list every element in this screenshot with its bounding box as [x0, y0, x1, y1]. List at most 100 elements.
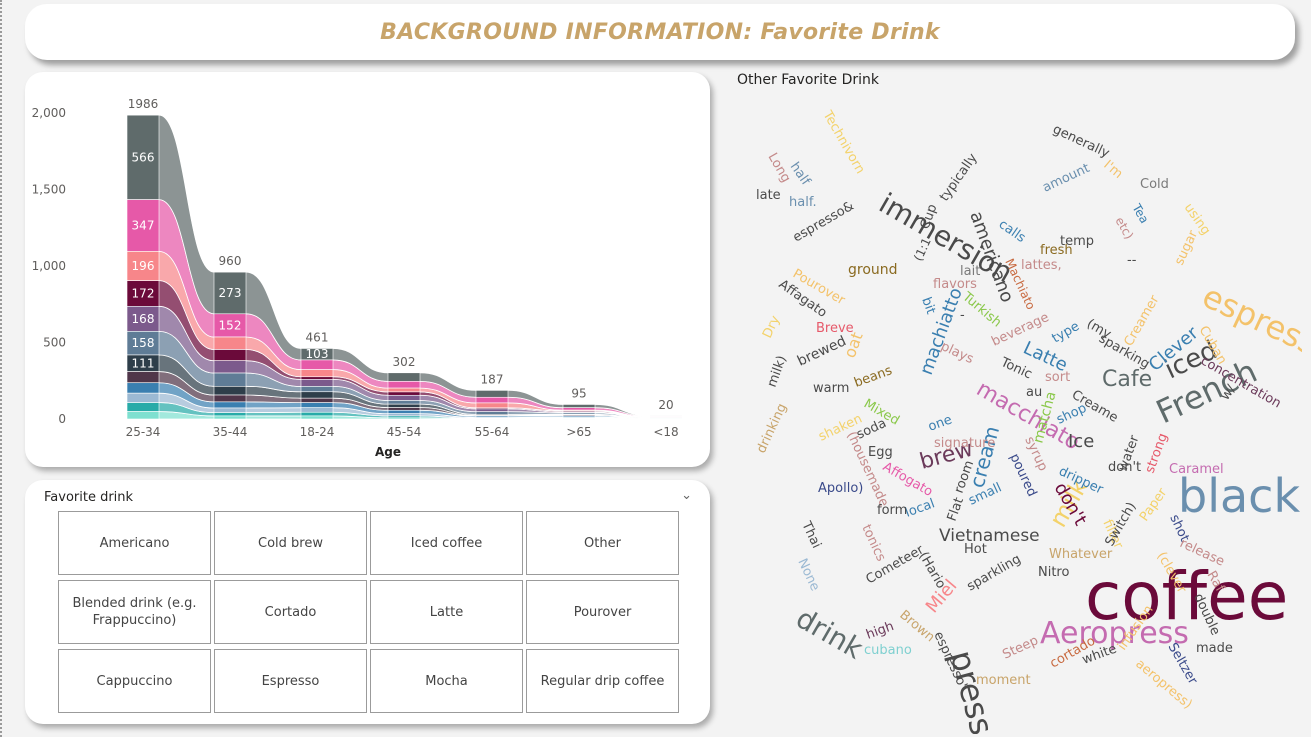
bar-segment: [475, 390, 509, 398]
word-100: Hot: [964, 542, 987, 557]
segment-label: 152: [219, 318, 242, 332]
total-label: 960: [219, 254, 242, 268]
total-label: 95: [571, 386, 586, 400]
segment-label: 273: [219, 286, 242, 300]
bar-segment: [213, 415, 247, 420]
x-tick-label: <18: [653, 425, 678, 439]
age-ribbon-chart-card[interactable]: 0 500 1,000 1,500 2,000 25-34 35-44 18-24 45-54 5…: [25, 72, 710, 467]
favorite-drink-slicer[interactable]: Favorite drink ⌄ Americano Cold brew Iced …: [25, 480, 710, 724]
title-banner: BACKGROUND INFORMATION: Favorite Drink: [25, 4, 1295, 60]
bar-segment: [213, 394, 247, 403]
bar-segment: [126, 251, 160, 281]
age-ribbon-chart[interactable]: 0 500 1,000 1,500 2,000 25-34 35-44 18-24 45-54 5…: [25, 72, 710, 467]
word-62: sort: [1045, 370, 1070, 385]
bar-segment: [387, 394, 421, 401]
word-27: half.: [789, 195, 817, 210]
bar-segment: [126, 392, 160, 403]
slicer-item-mocha[interactable]: Mocha: [370, 649, 523, 713]
word-34: amount: [1040, 161, 1092, 196]
bar-segment: [387, 400, 421, 405]
word-46: ground: [848, 262, 898, 278]
bar-segment: [562, 407, 596, 411]
slicer-item-pourover[interactable]: Pourover: [526, 580, 679, 644]
word-84: local: [903, 496, 937, 520]
word-40: calls: [996, 217, 1029, 246]
word-72: milk): [765, 354, 790, 390]
word-49: bit: [918, 295, 938, 316]
bar-segment: [387, 381, 421, 389]
y-tick-label: 500: [43, 336, 66, 350]
bar-segment: [213, 412, 247, 417]
word-114: high: [864, 619, 896, 643]
word-cloud[interactable]: coffeeblackAeropresspressespressoFrenchi…: [722, 94, 1302, 734]
slicer-item-cappuccino[interactable]: Cappuccino: [58, 649, 211, 713]
word-116: cubano: [864, 643, 912, 658]
slicer-item-regular-drip-coffee[interactable]: Regular drip coffee: [526, 649, 679, 713]
word-126: moment: [976, 673, 1031, 688]
word-92: shop: [1054, 401, 1089, 428]
slicer-item-blended-drink-e-g-frappuccino[interactable]: Blended drink (e.g. Frappuccino): [58, 580, 211, 644]
total-label: 20: [658, 398, 673, 412]
bar-segment: [213, 336, 247, 350]
bar-segment: [300, 376, 334, 380]
slicer-item-other[interactable]: Other: [526, 511, 679, 575]
slicer-item-cortado[interactable]: Cortado: [214, 580, 367, 644]
x-tick-label: 25-34: [126, 425, 161, 439]
word-77: drinking: [754, 401, 790, 455]
word-58: Creamer: [1121, 292, 1162, 349]
word-97: Caramel: [1169, 462, 1224, 477]
word-86: Apollo): [818, 481, 863, 496]
bar-segment: [126, 199, 160, 252]
bar-segment: [387, 409, 421, 414]
y-tick-label: 1,500: [32, 183, 66, 197]
slicer-item-latte[interactable]: Latte: [370, 580, 523, 644]
word-115: Brown: [896, 608, 937, 646]
x-axis-title: Age: [375, 445, 401, 459]
total-label: 302: [393, 355, 416, 369]
word-73: warm: [813, 381, 849, 396]
word-47: lait: [960, 264, 980, 279]
word-79: Egg: [868, 445, 893, 460]
word-55: type: [1050, 319, 1083, 347]
slicer-item-americano[interactable]: Americano: [58, 511, 211, 575]
bar-segment: [475, 408, 509, 412]
bar-segment: [475, 418, 509, 420]
word-94: don't: [1108, 460, 1141, 475]
word-48: flavors: [933, 277, 977, 292]
segment-label: 168: [132, 312, 155, 326]
bar-segment: [300, 386, 334, 393]
bar-segment: [649, 418, 683, 420]
word-43: lattes,: [1021, 258, 1062, 273]
bar-segment: [300, 369, 334, 378]
word-44: --: [1127, 253, 1137, 268]
bar-segment: [387, 413, 421, 417]
word-11: drink: [791, 601, 870, 665]
bar-segment: [562, 404, 596, 408]
word-37: etc): [1112, 215, 1136, 242]
word-30: typically: [937, 151, 981, 205]
bar-segment: [300, 359, 334, 370]
segment-label: 566: [132, 150, 155, 164]
slicer-item-espresso[interactable]: Espresso: [214, 649, 367, 713]
word-1: black: [1178, 469, 1300, 523]
bar-segment: [126, 114, 160, 200]
chevron-down-icon[interactable]: ⌄: [681, 488, 692, 503]
bar-segment: [213, 401, 247, 409]
word-88: Flat: [945, 496, 967, 524]
bar-segment: [213, 271, 247, 315]
segment-label: 103: [306, 347, 329, 361]
bar-segment: [300, 407, 334, 413]
segment-label: 347: [132, 219, 155, 233]
word-41: fresh: [1040, 243, 1073, 258]
word-10: Cafe: [1102, 367, 1152, 392]
word-103: Whatever: [1049, 547, 1113, 562]
slicer-item-cold-brew[interactable]: Cold brew: [214, 511, 367, 575]
word-68: Breve: [816, 321, 854, 336]
bar-segment: [126, 280, 160, 307]
slicer-item-iced-coffee[interactable]: Iced coffee: [370, 511, 523, 575]
word-42: temp: [1060, 234, 1094, 249]
bar-segment: [300, 411, 334, 417]
bar-segment: [126, 411, 160, 420]
total-label: 187: [481, 372, 504, 386]
bar-segment: [475, 396, 509, 404]
